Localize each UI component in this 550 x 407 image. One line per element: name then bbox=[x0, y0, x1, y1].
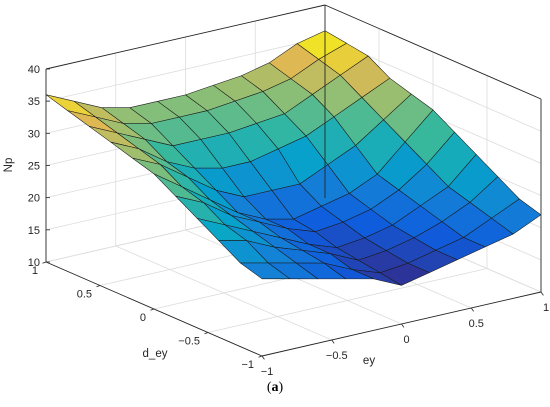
x-tick-label: 0.5 bbox=[469, 318, 484, 330]
z-tick-label: 10 bbox=[28, 257, 40, 269]
y-tick-mark bbox=[204, 332, 209, 335]
x-axis-label: ey bbox=[363, 355, 375, 367]
x-tick-mark bbox=[540, 291, 544, 296]
z-tick-label: 40 bbox=[28, 64, 40, 76]
caption-close: ) bbox=[278, 380, 284, 395]
y-tick-label: 0 bbox=[140, 312, 146, 324]
grid-line-y-floor bbox=[207, 268, 488, 333]
y-tick-label: −1 bbox=[241, 359, 254, 371]
y-tick-mark bbox=[96, 285, 101, 288]
axis-frame bbox=[42, 4, 544, 360]
grid-line-z-back bbox=[45, 36, 326, 102]
x-tick-label: 1 bbox=[543, 302, 549, 314]
x-tick-label: −1 bbox=[261, 366, 274, 378]
x-tick-mark bbox=[401, 323, 405, 328]
x-tick-mark bbox=[331, 339, 335, 344]
figure-caption: (a) bbox=[0, 380, 550, 396]
surface-patch bbox=[240, 262, 291, 280]
y-tick-label: −0.5 bbox=[178, 336, 200, 348]
x-tick-mark bbox=[470, 307, 474, 312]
box-edge-top-side bbox=[324, 4, 542, 100]
box-edge-top-back bbox=[45, 4, 326, 70]
surface-mesh bbox=[45, 30, 542, 286]
x-tick-label: −0.5 bbox=[326, 350, 348, 362]
caption-open: ( bbox=[266, 380, 272, 395]
z-tick-label: 20 bbox=[28, 193, 40, 205]
z-tick-label: 25 bbox=[28, 161, 40, 173]
z-tick-label: 35 bbox=[28, 96, 40, 108]
y-axis-label: d_ey bbox=[143, 348, 168, 360]
y-tick-mark bbox=[150, 308, 155, 311]
y-tick-label: 1 bbox=[32, 265, 38, 277]
x-tick-label: 0 bbox=[403, 334, 409, 346]
x-tick-mark bbox=[261, 355, 265, 360]
z-axis-label: Np bbox=[3, 158, 15, 173]
y-tick-mark bbox=[42, 261, 47, 264]
caption-letter: a bbox=[271, 380, 279, 395]
z-tick-label: 30 bbox=[28, 128, 40, 140]
y-tick-label: 0.5 bbox=[77, 289, 92, 301]
y-tick-mark bbox=[258, 355, 263, 358]
z-tick-label: 15 bbox=[28, 225, 40, 237]
